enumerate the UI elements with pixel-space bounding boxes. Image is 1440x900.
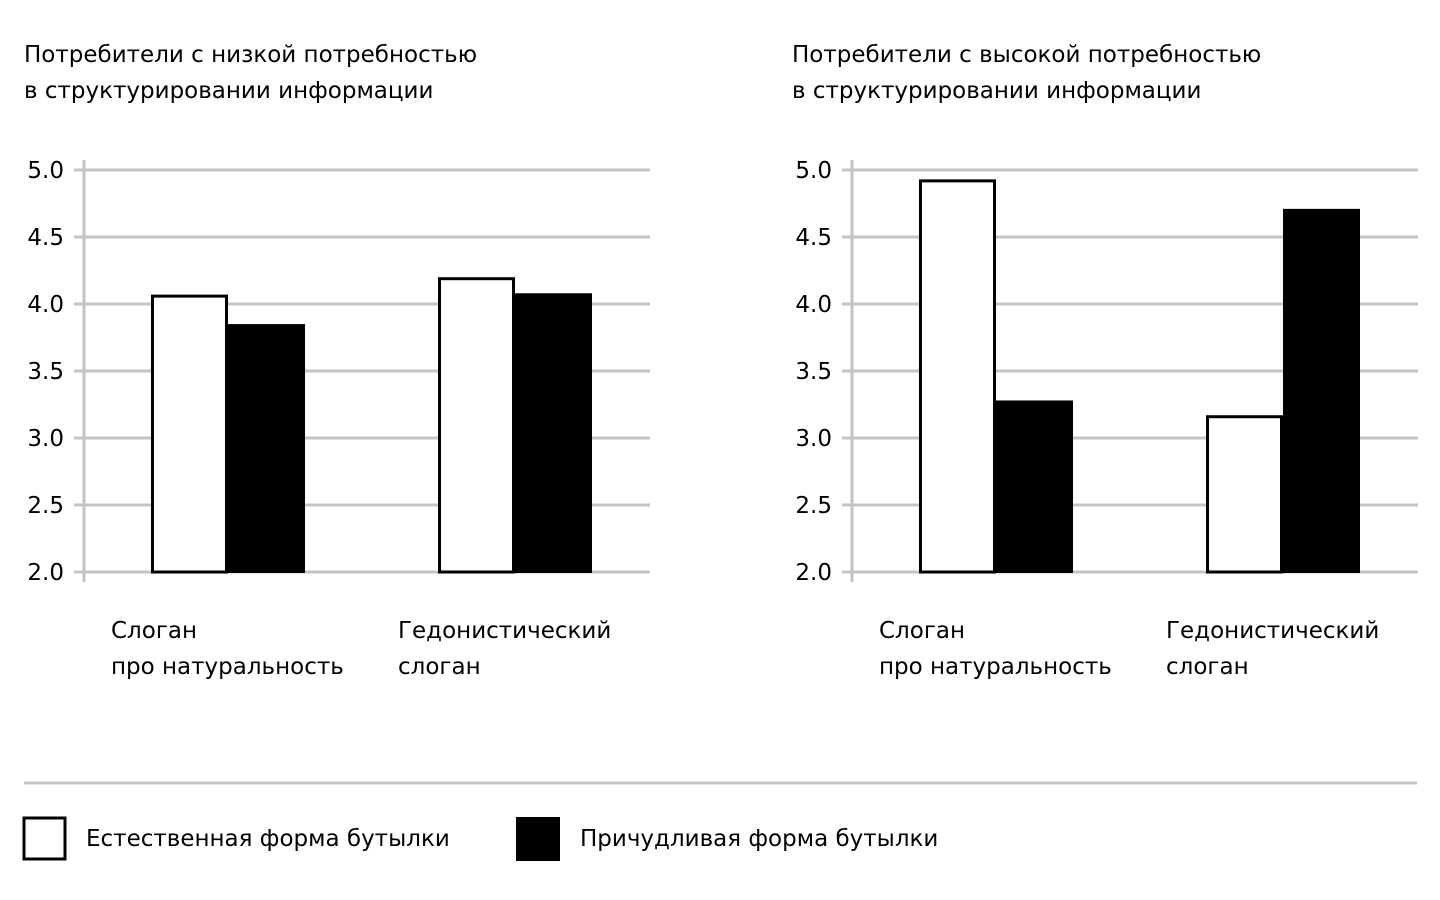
category-label: про натуральность <box>879 654 1112 680</box>
legend-swatch-natural <box>22 816 67 861</box>
legend: Естественная форма бутылки Причудливая ф… <box>22 816 938 861</box>
y-tick-label: 3.0 <box>27 426 64 452</box>
y-tick-label: 4.0 <box>795 292 832 318</box>
chart-title-line: в структурировании информации <box>24 78 433 104</box>
bar-fancy <box>996 400 1073 573</box>
legend-label-natural: Естественная форма бутылки <box>86 826 450 852</box>
legend-label-fancy: Причудливая форма бутылки <box>580 826 938 852</box>
y-tick-label: 4.5 <box>27 225 64 251</box>
y-tick-label: 2.0 <box>795 560 832 586</box>
bar-natural <box>438 277 515 574</box>
y-tick-label: 2.5 <box>27 493 64 519</box>
y-tick-label: 4.0 <box>27 292 64 318</box>
y-tick-label: 3.0 <box>795 426 832 452</box>
bar-fancy <box>515 293 592 573</box>
chart-title-line: Потребители с низкой потребностью <box>24 42 477 68</box>
bar-natural <box>1206 415 1283 574</box>
category-label: слоган <box>1166 654 1249 680</box>
y-tick-label: 3.5 <box>795 359 832 385</box>
y-tick-label: 5.0 <box>27 158 64 184</box>
category-label: про натуральность <box>111 654 344 680</box>
y-tick-label: 3.5 <box>27 359 64 385</box>
bar-natural <box>151 294 228 574</box>
bar-fancy <box>1283 208 1360 574</box>
y-tick-label: 2.5 <box>795 493 832 519</box>
category-label: Гедонистический <box>398 618 611 644</box>
chart-title-line: Потребители с высокой потребностью <box>792 42 1261 68</box>
legend-swatch-fancy <box>516 817 560 861</box>
chart-panel-2: Потребители с высокой потребностью в стру… <box>792 42 1418 680</box>
y-tick-label: 5.0 <box>795 158 832 184</box>
chart-title-line: в структурировании информации <box>792 78 1201 104</box>
category-label: Слоган <box>879 618 965 644</box>
y-tick-label: 4.5 <box>795 225 832 251</box>
category-label: Гедонистический <box>1166 618 1379 644</box>
y-tick-label: 2.0 <box>27 560 64 586</box>
bar-natural <box>919 179 996 574</box>
category-label: слоган <box>398 654 481 680</box>
bar-fancy <box>228 324 305 573</box>
category-label: Слоган <box>111 618 197 644</box>
chart-panel-1: Потребители с низкой потребностью в струк… <box>24 42 650 680</box>
